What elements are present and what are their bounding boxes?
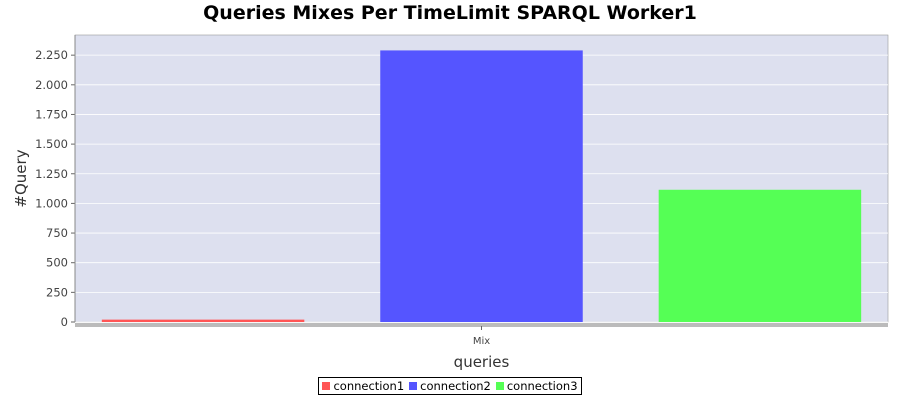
y-tick-label: 0 <box>61 315 68 329</box>
y-axis: 0 250 500 750 1.000 1.250 1.500 1.750 2.000 2.250 <box>35 35 76 329</box>
legend-box: connection1 connection2 connection3 <box>318 377 582 395</box>
legend-item-connection3: connection3 <box>495 379 578 393</box>
y-axis-label: #Query <box>12 149 30 207</box>
legend: connection1 connection2 connection3 <box>0 377 900 395</box>
x-tick-label: Mix <box>473 336 490 347</box>
y-tick-label: 250 <box>46 285 68 299</box>
y-tick-label: 2.000 <box>35 78 68 92</box>
legend-swatch <box>495 382 504 390</box>
legend-swatch <box>409 382 418 390</box>
chart-title: Queries Mixes Per TimeLimit SPARQL Worke… <box>203 2 697 24</box>
bar-connection1 <box>101 319 305 322</box>
legend-item-connection2: connection2 <box>409 379 491 393</box>
legend-item-connection1: connection1 <box>322 379 404 393</box>
legend-label: connection3 <box>506 379 578 393</box>
x-axis-label: queries <box>454 353 510 371</box>
bars <box>101 50 862 322</box>
y-tick-label: 1.000 <box>35 196 68 210</box>
legend-swatch <box>322 382 331 390</box>
legend-label: connection1 <box>333 379 405 393</box>
x-axis: Mix <box>75 323 888 347</box>
bar-connection3 <box>658 189 862 322</box>
bar-connection2 <box>380 50 583 322</box>
y-tick-label: 2.250 <box>35 48 68 62</box>
y-tick-label: 1.500 <box>35 137 68 151</box>
y-tick-label: 750 <box>46 226 68 240</box>
legend-label: connection2 <box>420 379 491 393</box>
y-tick-label: 500 <box>46 256 68 270</box>
bar-chart: 0 250 500 750 1.000 1.250 1.500 1.750 2.000 2.250… <box>12 34 889 371</box>
y-tick-label: 1.250 <box>35 167 68 181</box>
y-tick-label: 1.750 <box>35 107 68 121</box>
